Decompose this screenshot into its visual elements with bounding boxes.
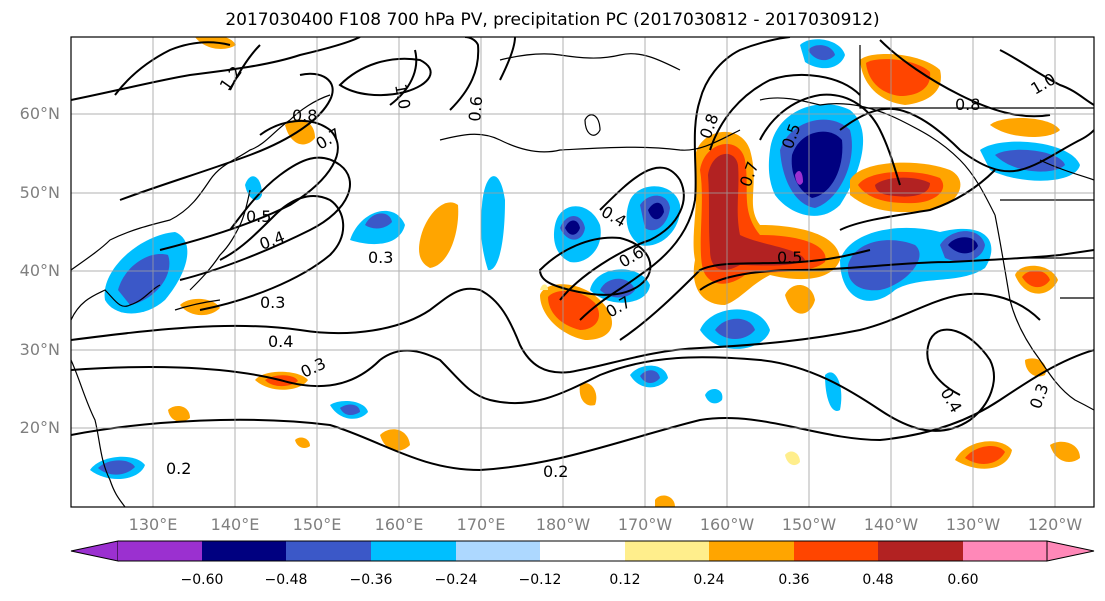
colorbar-tick-label: −0.48 [264,572,308,588]
lon-label: 130°E [128,515,178,534]
colorbar-segment [963,541,1047,561]
contour-label: 1.0 [391,82,414,110]
lon-label: 170°W [617,515,673,534]
negative-anomaly-fills [90,39,1080,480]
contour-label: 0.6 [465,95,486,122]
contour-label: 0.3 [368,248,393,267]
colorbar-tick-label: −0.60 [180,572,224,588]
graticule [71,37,1094,507]
colorbar-max-triangle [1046,540,1095,562]
contour-label: 0.4 [937,385,966,417]
contour-label: 0.4 [268,332,293,351]
lat-label: 40°N [19,261,60,280]
contour-label: 1.0 [1028,69,1060,98]
lon-label: 140°E [210,515,260,534]
lon-label: 180°W [535,515,591,534]
contour-label: 0.8 [292,106,317,125]
map-frame [70,36,1095,508]
lon-label: 170°E [456,515,506,534]
colorbar-segment [202,541,286,561]
contour-label: 0.5 [246,207,271,226]
contour-label: 0.5 [777,248,802,267]
map-title: 2017030400 F108 700 hPa PV, precipitatio… [225,10,880,30]
colorbar-segment [286,541,371,561]
lon-label: 150°W [781,515,837,534]
colorbar-segment [625,541,709,561]
lon-label: 160°W [699,515,755,534]
colorbar-tick-label: −0.12 [518,572,562,588]
colorbar-tick-label: −0.24 [434,572,478,588]
colorbar-tick-label: 0.12 [609,572,641,588]
lat-label: 20°N [19,418,60,437]
colorbar-segment [794,541,878,561]
lat-label: 30°N [19,340,60,359]
colorbar-segment [540,541,625,561]
contour-label: 0.2 [543,462,568,481]
lat-label: 60°N [19,104,60,123]
colorbar-segment [118,541,202,561]
contour-label: 0.4 [257,227,287,254]
colorbar-segment [878,541,963,561]
colorbar-tick-label: 0.60 [947,572,979,588]
colorbar-tick-label: 0.24 [693,572,725,588]
lon-label: 130°W [945,515,1001,534]
contour-label: 0.6 [616,242,648,271]
contour-label: 0.8 [955,95,980,114]
lon-label: 120°W [1027,515,1083,534]
lat-label: 50°N [19,183,60,202]
map-panel: 0.2 0.2 0.3 0.3 0.3 0.3 0.4 0.4 0.4 0.4 … [71,37,1094,507]
lon-label: 160°E [374,515,424,534]
colorbar-tick-label: 0.48 [862,572,894,588]
colorbar-tick-label: −0.36 [349,572,393,588]
colorbar-min-triangle [70,540,119,562]
lon-label: 140°W [863,515,919,534]
colorbar-segment [371,541,456,561]
contour-label: 0.3 [1026,381,1053,411]
colorbar-tick-label: 0.36 [778,572,810,588]
coastlines [71,45,1094,507]
colorbar-segment [709,541,794,561]
pv-contours [71,37,1094,472]
contour-label: 0.2 [166,459,191,478]
colorbar [70,540,1095,562]
colorbar-segment [456,541,540,561]
contour-label: 0.3 [260,293,285,312]
lon-label: 150°E [292,515,342,534]
